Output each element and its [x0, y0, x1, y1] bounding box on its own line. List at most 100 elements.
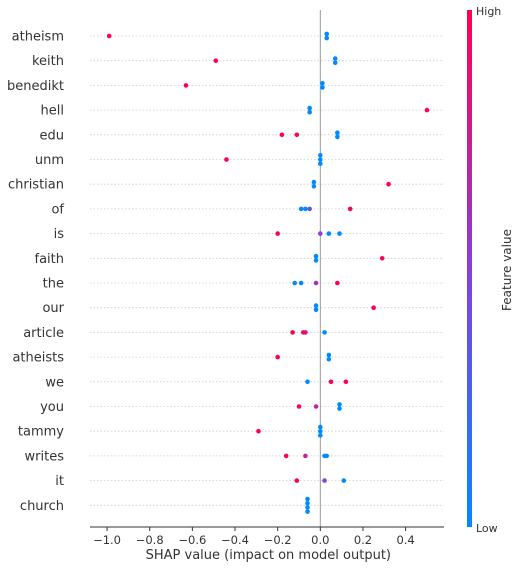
data-point [298, 280, 304, 286]
data-point [307, 105, 312, 111]
x-tick-label: −1.0 [93, 533, 121, 547]
feature-label: faith [35, 252, 65, 267]
data-point [318, 433, 323, 438]
feature-label: church [20, 499, 64, 514]
data-point [324, 31, 330, 37]
x-tick-label: −0.4 [221, 533, 249, 547]
data-point [294, 478, 300, 483]
data-point [322, 330, 327, 335]
data-point [313, 303, 319, 308]
data-point [337, 231, 342, 236]
feature-label: edu [40, 128, 65, 143]
data-point [320, 85, 325, 90]
data-point [386, 181, 391, 187]
data-point [424, 107, 430, 113]
data-point [320, 81, 325, 86]
data-point [224, 157, 229, 162]
feature-grid-lines [90, 35, 444, 506]
x-tick-label: −0.8 [136, 533, 164, 547]
data-point [318, 428, 323, 434]
x-axis-ticks: −1.0 −0.8 −0.6 −0.4 −0.2 0.0 0.2 0.4 [93, 527, 415, 547]
feature-label: of [51, 202, 64, 217]
colorbar-low-label: Low [476, 522, 498, 535]
data-point [326, 352, 332, 358]
data-point [335, 280, 340, 286]
data-point [347, 206, 353, 212]
x-tick-label: 0.4 [396, 533, 414, 547]
data-point [318, 424, 323, 430]
data-point [322, 478, 327, 483]
data-point [313, 280, 319, 286]
feature-label: the [43, 277, 64, 292]
data-point [305, 505, 310, 510]
data-point [290, 330, 295, 335]
feature-label: hell [41, 104, 64, 119]
data-point [337, 406, 342, 411]
feature-label: unm [35, 153, 64, 168]
data-point [296, 404, 302, 409]
feature-label: benedikt [7, 79, 64, 94]
data-point [313, 307, 319, 313]
data-point [313, 258, 319, 263]
data-point [292, 280, 298, 286]
data-point [343, 379, 349, 385]
x-tick-label: 0.0 [311, 533, 329, 547]
data-point [328, 379, 334, 385]
data-point [106, 33, 112, 39]
data-point [213, 58, 219, 63]
data-point [335, 130, 340, 135]
data-point [294, 132, 300, 138]
data-point [305, 379, 310, 385]
data-point [326, 231, 332, 236]
data-point [332, 60, 338, 66]
data-point [275, 354, 280, 360]
feature-label: atheists [12, 351, 64, 366]
data-point [303, 330, 308, 335]
data-point [324, 35, 330, 41]
colorbar [467, 10, 472, 527]
data-point [318, 161, 323, 166]
data-point [311, 179, 317, 185]
data-point [305, 509, 310, 514]
data-point [326, 356, 332, 362]
data-point [318, 231, 323, 236]
feature-label: it [55, 474, 64, 489]
data-point [341, 478, 347, 483]
data-point [256, 428, 261, 434]
feature-label: you [40, 400, 64, 415]
data-point [332, 56, 338, 61]
feature-label: christian [8, 178, 64, 193]
data-point [313, 404, 319, 409]
feature-label: atheism [12, 30, 64, 45]
data-point [318, 153, 323, 158]
data-point [307, 109, 312, 115]
colorbar-high-label: High [476, 5, 501, 18]
data-point [275, 231, 280, 236]
data-point [318, 157, 323, 162]
colorbar-title: Feature value [500, 229, 514, 311]
x-tick-label: 0.2 [354, 533, 372, 547]
feature-label: we [45, 375, 64, 390]
data-point [303, 206, 308, 212]
data-point [303, 453, 308, 459]
feature-label: tammy [18, 425, 64, 440]
data-point [311, 184, 317, 189]
data-point [298, 206, 304, 212]
data-point [283, 453, 289, 459]
feature-label: writes [25, 449, 65, 464]
data-point [305, 500, 310, 506]
feature-labels: atheism keith benedikt hell edu unm christian o… [7, 30, 65, 514]
data-point [305, 496, 310, 502]
x-tick-label: −0.2 [264, 533, 292, 547]
data-point [183, 83, 189, 88]
data-point [379, 255, 385, 261]
x-axis-title: SHAP value (impact on model output) [146, 548, 391, 563]
feature-label: article [23, 326, 64, 341]
data-point [313, 253, 319, 259]
data-point [335, 134, 340, 140]
x-tick-label: −0.6 [178, 533, 206, 547]
data-point [279, 132, 285, 138]
data-points [106, 31, 430, 514]
feature-label: our [42, 301, 64, 316]
